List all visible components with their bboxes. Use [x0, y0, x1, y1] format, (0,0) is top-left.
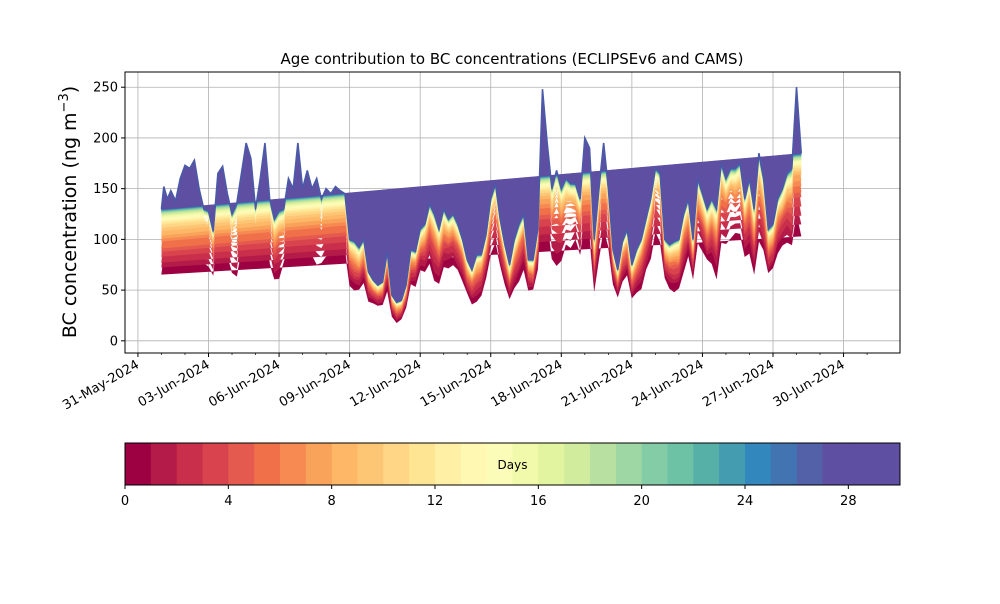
colorbar-swatch: [719, 443, 746, 485]
colorbar-swatch: [512, 443, 539, 485]
colorbar-swatch: [564, 443, 591, 485]
colorbar-swatch: [641, 443, 668, 485]
colorbar: Days 0 4 8 12 16 20 24 28: [121, 442, 901, 509]
colorbar-swatch: [357, 443, 384, 485]
chart-title: Age contribution to BC concentrations (E…: [281, 50, 744, 68]
y-tick-label: 0: [110, 334, 118, 349]
colorbar-swatch: [228, 443, 255, 485]
y-axis-label-close: ): [59, 86, 81, 93]
y-tick-label: 100: [93, 233, 118, 248]
colorbar-swatch: [383, 443, 410, 485]
colorbar-swatch: [796, 443, 823, 485]
colorbar-swatch: [874, 443, 901, 485]
colorbar-swatch: [202, 443, 229, 485]
x-tick-label: 03-Jun-2024: [136, 357, 213, 410]
colorbar-tick-label: 20: [633, 494, 650, 509]
colorbar-swatch: [254, 443, 281, 485]
colorbar-swatch: [538, 443, 565, 485]
total-concentration-line: [160, 87, 803, 304]
y-axis-label-text: BC concentration (ng m: [59, 112, 81, 338]
x-tick-label: 12-Jun-2024: [347, 357, 424, 410]
x-tick-label: 15-Jun-2024: [418, 357, 495, 410]
y-tick-label: 50: [101, 284, 118, 299]
colorbar-swatch: [409, 443, 436, 485]
colorbar-tick-label: 24: [737, 494, 754, 509]
x-tick-label: 24-Jun-2024: [630, 357, 707, 410]
colorbar-frame: [124, 442, 901, 486]
y-tick-label: 200: [93, 131, 118, 146]
colorbar-tick-label: 16: [530, 494, 547, 509]
colorbar-swatch: [280, 443, 307, 485]
colorbar-swatch: [822, 443, 849, 485]
colorbar-swatch: [667, 443, 694, 485]
colorbar-swatch: [770, 443, 798, 485]
colorbar-swatch: [486, 443, 513, 485]
colorbar-swatch: [745, 443, 772, 485]
colorbar-swatch: [460, 443, 488, 485]
plot-frame: [124, 71, 901, 354]
colorbar-swatch: [176, 443, 203, 485]
x-tick-label: 09-Jun-2024: [277, 357, 354, 410]
colorbar-label: Days: [498, 458, 528, 472]
x-tick-label: 30-Jun-2024: [771, 357, 848, 410]
colorbar-swatch: [590, 443, 617, 485]
colorbar-tick-label: 8: [328, 494, 336, 509]
colorbar-swatch: [693, 443, 720, 485]
y-axis-label: BC concentration (ng m−3): [57, 86, 81, 338]
colorbar-swatch: [435, 443, 462, 485]
colorbar-swatch: [615, 443, 643, 485]
x-tick-label: 27-Jun-2024: [700, 357, 777, 410]
y-axis-label-superscript: −3: [57, 93, 72, 112]
colorbar-swatch: [150, 443, 178, 485]
x-tick-label: 18-Jun-2024: [488, 357, 565, 410]
colorbar-swatch: [848, 443, 875, 485]
y-tick-label: 250: [93, 81, 118, 96]
colorbar-swatch: [305, 443, 333, 485]
plot-area: 0 50 100 150 200 250 31-May-202403-Jun-202406-…: [60, 71, 901, 413]
colorbar-swatch: [331, 443, 358, 485]
colorbar-tick-label: 12: [427, 494, 444, 509]
y-tick-label: 150: [93, 182, 118, 197]
colorbar-swatch: [125, 443, 152, 485]
colorbar-tick-label: 28: [840, 494, 857, 509]
x-tick-label: 06-Jun-2024: [206, 357, 283, 410]
colorbar-tick-label: 4: [224, 494, 232, 509]
colorbar-tick-label: 0: [121, 494, 129, 509]
x-tick-label: 21-Jun-2024: [559, 357, 636, 410]
age-layers: [160, 87, 803, 324]
x-tick-label: 31-May-2024: [60, 357, 142, 413]
